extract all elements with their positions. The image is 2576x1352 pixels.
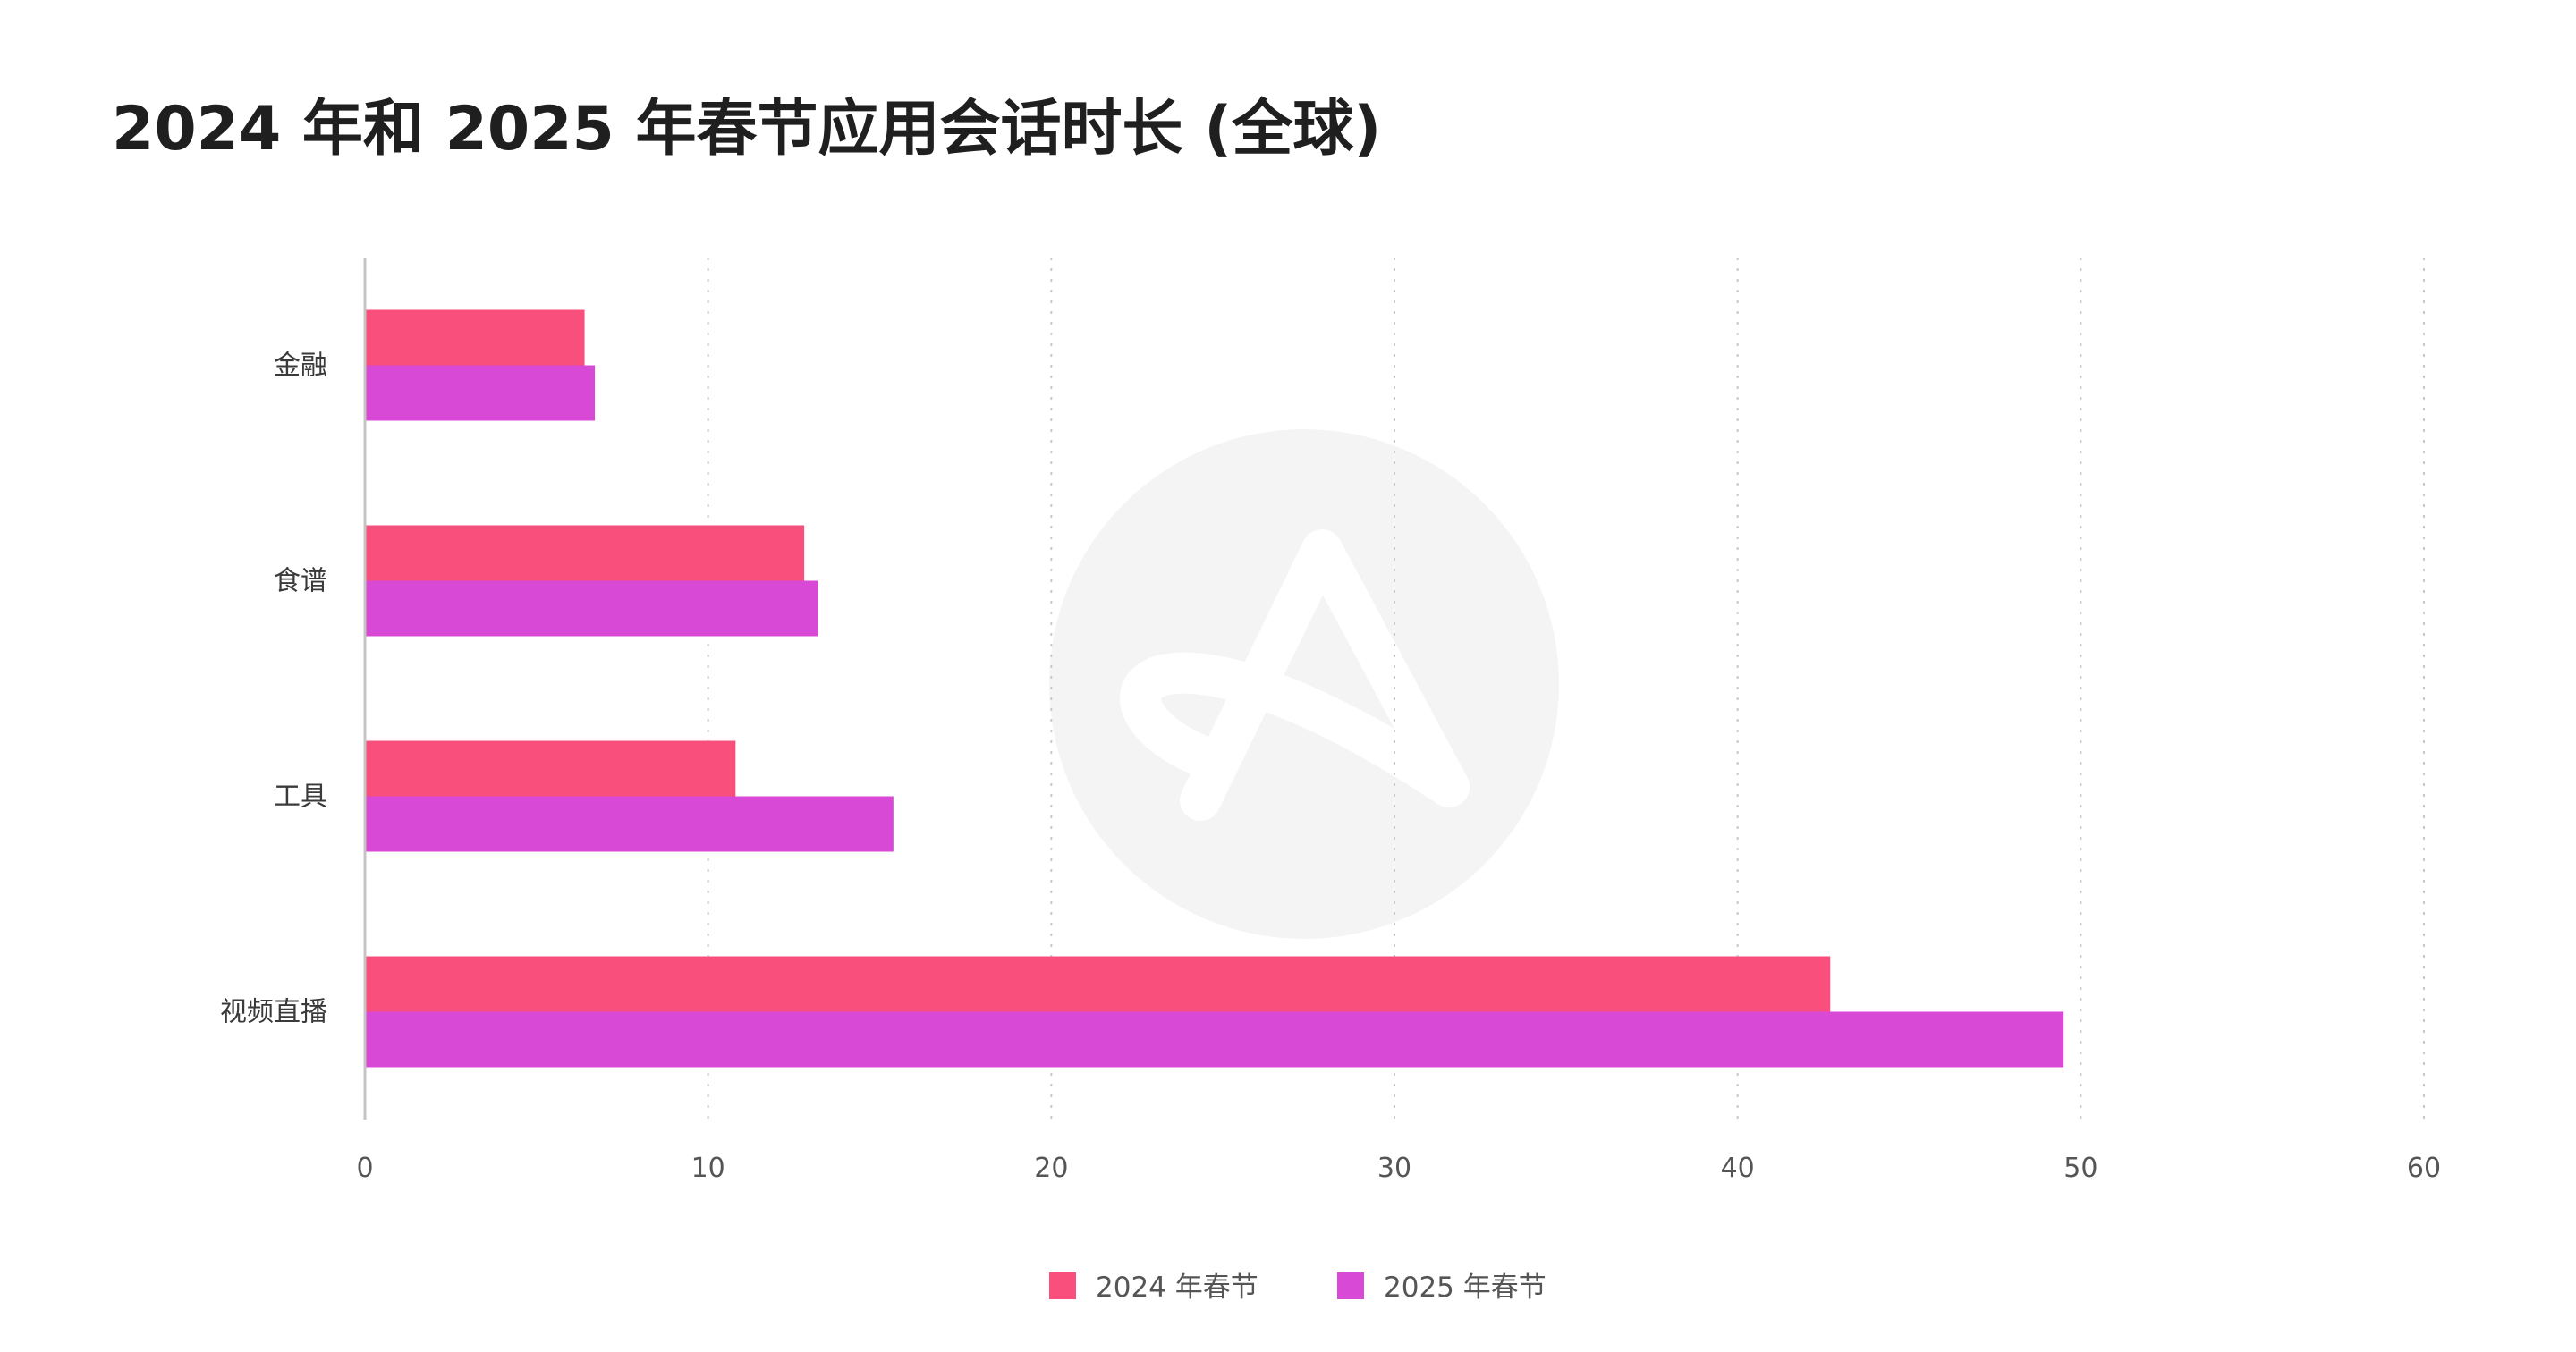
x-tick-label: 10 xyxy=(691,1153,725,1184)
x-tick-label: 20 xyxy=(1034,1153,1068,1184)
x-tick-label: 60 xyxy=(2407,1153,2441,1184)
legend-swatch xyxy=(1049,1272,1076,1299)
bar xyxy=(365,740,736,797)
category-label: 金融 xyxy=(274,351,327,382)
legend-label: 2025 年春节 xyxy=(1384,1272,1546,1304)
bar xyxy=(365,309,585,366)
category-label: 视频直播 xyxy=(220,997,327,1028)
bar xyxy=(365,956,1831,1012)
bar xyxy=(365,365,596,421)
x-tick-label: 40 xyxy=(1721,1153,1755,1184)
x-tick-label: 50 xyxy=(2063,1153,2097,1184)
chart-title: 2024 年和 2025 年春节应用会话时长 (全球) xyxy=(112,94,1382,165)
bar xyxy=(365,796,894,852)
x-tick-label: 0 xyxy=(356,1153,373,1184)
bar xyxy=(365,525,805,581)
category-label: 工具 xyxy=(274,782,327,813)
category-label: 食谱 xyxy=(274,566,327,597)
legend-label: 2024 年春节 xyxy=(1096,1272,1258,1304)
bar xyxy=(365,1011,2064,1068)
watermark-logo xyxy=(1049,429,1559,939)
legend-swatch xyxy=(1337,1272,1364,1299)
x-tick-label: 30 xyxy=(1377,1153,1411,1184)
bar xyxy=(365,580,818,637)
